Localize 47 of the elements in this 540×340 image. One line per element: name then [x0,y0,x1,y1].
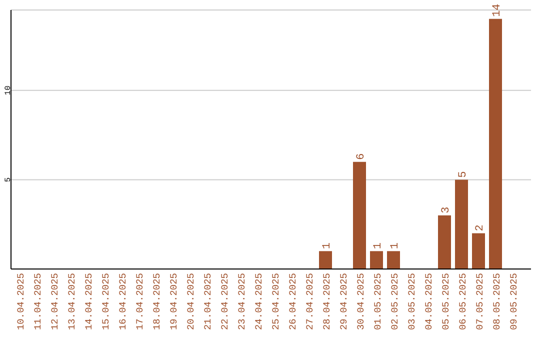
y-tick-label: 10 [4,85,13,96]
x-tick-label: 21.04.2025 [202,272,214,330]
data-label: 1 [390,242,402,250]
x-tick-label: 20.04.2025 [186,272,196,330]
x-tick-label: 02.05.2025 [390,272,400,330]
x-tick-label: 30.04.2025 [356,272,366,330]
x-tick-label: 15.04.2025 [100,272,112,330]
x-tick-label: 26.04.2025 [288,272,298,330]
x-tick-label: 10.04.2025 [16,272,26,330]
x-tick-label: 12.04.2025 [50,272,60,330]
data-label: 1 [322,242,334,250]
data-label: 6 [356,153,368,160]
x-tick-label: 08.05.2025 [492,272,502,330]
x-tick-label: 04.05.2025 [424,272,434,330]
x-tick-label: 07.05.2025 [474,272,486,330]
x-tick-label: 18.04.2025 [152,272,162,330]
x-tick-label: 23.04.2025 [236,272,248,330]
bar [319,251,332,269]
x-tick-label: 13.04.2025 [66,272,78,330]
data-label: 14 [492,3,504,17]
bar [472,233,485,269]
bar [370,251,383,269]
data-label: 2 [474,224,486,232]
x-tick-label: 01.05.2025 [372,272,384,330]
bar [489,18,502,269]
x-tick-label: 24.04.2025 [254,272,264,330]
x-tick-label: 11.04.2025 [32,272,44,330]
x-tick-label: 06.05.2025 [458,272,468,330]
x-tick-label: 28.04.2025 [322,272,332,330]
bar [438,215,451,269]
x-tick-label: 22.04.2025 [220,272,230,330]
data-label: 1 [372,242,384,250]
data-label: 3 [440,206,452,214]
bar [387,251,400,269]
x-tick-label: 19.04.2025 [168,272,180,330]
x-tick-label: 27.04.2025 [304,272,316,330]
x-tick-label: 09.05.2025 [508,272,520,330]
x-tick-label: 05.05.2025 [440,272,452,330]
bar [455,180,468,269]
bar [353,162,366,269]
data-label: 5 [458,171,470,178]
x-tick-label: 14.04.2025 [84,272,94,330]
x-tick-label: 29.04.2025 [338,272,350,330]
x-tick-label: 17.04.2025 [134,272,146,330]
x-tick-label: 03.05.2025 [406,272,418,330]
x-tick-label: 25.04.2025 [270,272,282,330]
x-tick-label: 16.04.2025 [118,272,128,330]
